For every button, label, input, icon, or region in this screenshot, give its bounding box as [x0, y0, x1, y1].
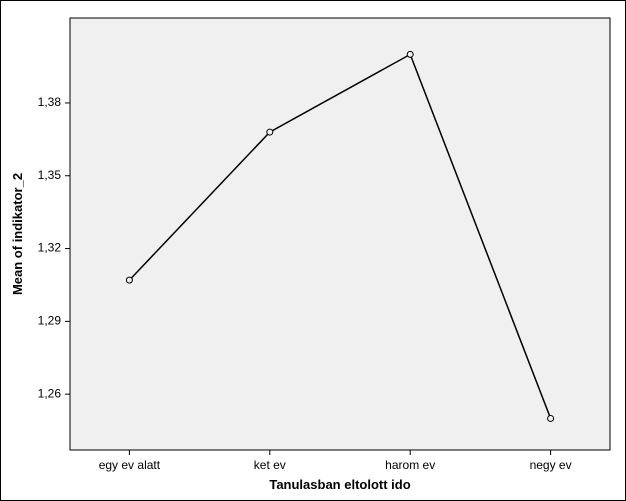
x-tick-label: ket ev: [254, 458, 286, 472]
x-tick-label: negy ev: [530, 458, 572, 472]
x-tick-label: egy ev alatt: [99, 458, 161, 472]
y-tick-label: 1,32: [38, 241, 62, 255]
chart-svg: 1,26 1,29 1,32 1,35 1,38 egy ev alatt ket ev ha…: [0, 0, 626, 501]
data-point: [407, 51, 413, 57]
y-tick-label: 1,35: [38, 168, 62, 182]
y-tick-label: 1,26: [38, 386, 62, 400]
y-tick-label: 1,38: [38, 95, 62, 109]
y-axis-label: Mean of indikator_2: [10, 173, 25, 295]
x-axis-label: Tanulasban eltolott ido: [269, 477, 410, 492]
data-point: [548, 415, 554, 421]
line-chart: 1,26 1,29 1,32 1,35 1,38 egy ev alatt ket ev ha…: [0, 0, 626, 501]
x-tick-label: harom ev: [385, 458, 435, 472]
data-point: [267, 129, 273, 135]
data-point: [126, 277, 132, 283]
y-tick-label: 1,29: [38, 314, 62, 328]
